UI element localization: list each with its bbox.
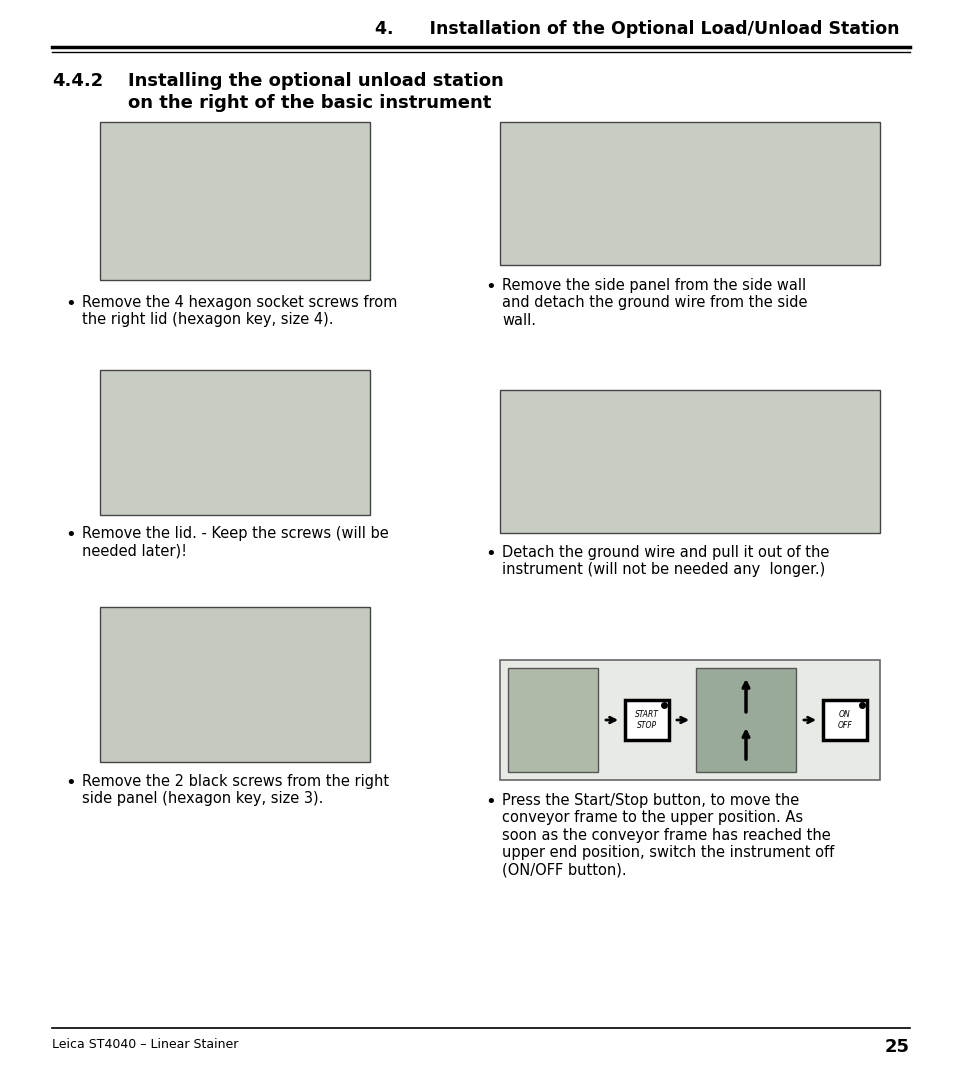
Text: Leica ST4040 – Linear Stainer: Leica ST4040 – Linear Stainer: [52, 1038, 238, 1051]
Text: Remove the 2 black screws from the right
side panel (hexagon key, size 3).: Remove the 2 black screws from the right…: [82, 774, 389, 807]
Bar: [100, 607, 370, 762]
Bar: [507, 669, 598, 772]
Text: •: •: [65, 526, 75, 544]
Text: 4.4.2: 4.4.2: [52, 72, 103, 90]
Text: 4.      Installation of the Optional Load/Unload Station: 4. Installation of the Optional Load/Unl…: [375, 21, 899, 38]
Bar: [696, 669, 795, 772]
Text: Remove the side panel from the side wall
and detach the ground wire from the sid: Remove the side panel from the side wall…: [501, 278, 806, 328]
Bar: [100, 122, 370, 280]
Bar: [624, 700, 668, 740]
Text: on the right of the basic instrument: on the right of the basic instrument: [128, 94, 491, 112]
Text: ON
OFF: ON OFF: [837, 711, 851, 730]
Text: •: •: [484, 545, 496, 563]
Bar: [499, 390, 879, 534]
Bar: [822, 700, 866, 740]
Text: Press the Start/Stop button, to move the
conveyor frame to the upper position. A: Press the Start/Stop button, to move the…: [501, 793, 833, 878]
Text: •: •: [65, 295, 75, 313]
Bar: [499, 660, 879, 780]
Bar: [499, 122, 879, 265]
Text: START
STOP: START STOP: [635, 711, 659, 730]
Text: Remove the lid. - Keep the screws (will be
needed later)!: Remove the lid. - Keep the screws (will …: [82, 526, 388, 558]
Text: 25: 25: [884, 1038, 909, 1056]
Text: •: •: [484, 278, 496, 296]
Text: Detach the ground wire and pull it out of the
instrument (will not be needed any: Detach the ground wire and pull it out o…: [501, 545, 828, 578]
Text: Installing the optional unload station: Installing the optional unload station: [128, 72, 503, 90]
Text: Remove the 4 hexagon socket screws from
the right lid (hexagon key, size 4).: Remove the 4 hexagon socket screws from …: [82, 295, 397, 327]
Text: •: •: [65, 774, 75, 792]
Bar: [100, 370, 370, 515]
Text: •: •: [484, 793, 496, 811]
